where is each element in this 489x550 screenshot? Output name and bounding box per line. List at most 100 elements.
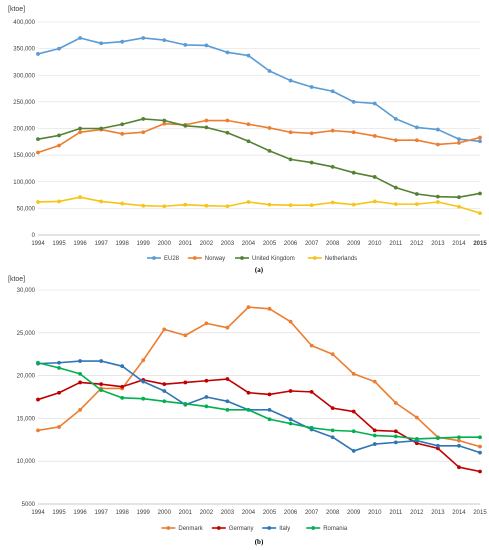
data-point: [414, 202, 419, 207]
y-tick-label: 30,000: [17, 288, 36, 294]
legend-label: Netherlands: [325, 256, 357, 262]
data-point: [204, 43, 209, 48]
data-point: [457, 435, 461, 440]
y-tick-label: 50,000: [17, 206, 36, 212]
data-point: [204, 125, 209, 130]
data-point: [120, 384, 125, 389]
series-united-kingdom: [36, 117, 482, 200]
series-romania: [36, 360, 482, 441]
data-point: [141, 117, 146, 121]
data-point: [120, 131, 125, 136]
data-point: [393, 434, 398, 439]
data-point: [436, 127, 440, 132]
x-tick-label: 1998: [116, 510, 130, 516]
legend-label: Norway: [205, 256, 225, 262]
x-tick-label: 2007: [305, 241, 319, 247]
y-tick-label: 0: [32, 233, 36, 239]
data-point: [457, 465, 461, 470]
data-point: [183, 123, 188, 128]
legend-label: Romania: [323, 526, 348, 532]
data-point: [78, 380, 82, 385]
data-point: [99, 126, 104, 131]
series-eu28: [36, 36, 482, 144]
data-point: [225, 325, 230, 330]
data-point: [478, 139, 482, 144]
data-point: [330, 352, 335, 357]
legend-swatch-marker: [311, 526, 316, 530]
data-point: [57, 360, 61, 365]
data-point: [99, 382, 104, 387]
data-point: [288, 203, 293, 208]
data-point: [267, 407, 272, 412]
data-point: [36, 428, 40, 433]
data-point: [225, 118, 230, 123]
data-point: [162, 327, 167, 332]
x-tick-label: 2012: [410, 241, 424, 247]
data-point: [351, 202, 356, 207]
x-tick-label: 2010: [368, 510, 382, 516]
legend-item-germany: Germany: [211, 526, 253, 532]
data-point: [393, 117, 398, 121]
data-point: [457, 438, 461, 443]
data-point: [393, 138, 398, 143]
data-point: [267, 202, 272, 207]
data-point: [436, 142, 440, 147]
data-point: [372, 134, 377, 138]
data-point: [120, 122, 125, 127]
x-tick-label: 1996: [73, 510, 87, 516]
data-point: [309, 343, 314, 348]
data-point: [225, 399, 230, 404]
legend-swatch-marker: [216, 526, 221, 530]
x-tick-label: 2002: [200, 510, 214, 516]
data-point: [288, 319, 293, 324]
x-tick-label: 2008: [326, 510, 340, 516]
data-point: [162, 118, 167, 123]
data-point: [162, 38, 167, 43]
data-point: [478, 191, 482, 196]
data-point: [183, 380, 188, 385]
data-point: [351, 99, 356, 104]
x-tick-label: 1996: [73, 241, 87, 247]
data-point: [141, 396, 146, 401]
data-point: [204, 404, 209, 409]
legend: EU28 Norway United Kingdom Netherlands: [147, 256, 357, 262]
x-tick-label: 2003: [221, 241, 235, 247]
legend-label: Denmark: [178, 526, 203, 532]
data-point: [162, 399, 167, 404]
data-point: [162, 204, 167, 209]
data-point: [288, 157, 293, 162]
legend-label: Italy: [279, 526, 290, 532]
data-point: [436, 194, 440, 199]
legend-label: United Kingdom: [252, 256, 295, 262]
x-tick-label: 2015: [473, 510, 487, 516]
data-point: [204, 118, 209, 123]
data-point: [372, 101, 377, 106]
data-point: [478, 450, 482, 455]
data-point: [330, 89, 335, 94]
data-point: [309, 131, 314, 136]
series-line: [37, 360, 481, 454]
legend-swatch-marker: [312, 256, 317, 260]
data-point: [246, 200, 251, 204]
data-point: [457, 140, 461, 145]
data-point: [36, 397, 40, 402]
x-tick-label: 2012: [410, 510, 424, 516]
data-point: [414, 415, 419, 420]
legend-swatch-marker: [240, 256, 244, 260]
data-point: [478, 135, 482, 140]
x-tick-label: 1995: [52, 510, 66, 516]
data-point: [78, 359, 82, 363]
data-point: [246, 390, 251, 395]
data-point: [141, 203, 146, 208]
legend-item-denmark: Denmark: [161, 526, 204, 532]
data-point: [330, 200, 335, 205]
data-point: [225, 50, 230, 55]
x-tick-label: 2001: [179, 241, 193, 247]
data-point: [36, 52, 40, 56]
data-point: [414, 437, 419, 441]
data-point: [267, 126, 272, 130]
data-point: [99, 41, 104, 46]
series-netherlands: [36, 195, 482, 216]
data-point: [457, 443, 461, 448]
